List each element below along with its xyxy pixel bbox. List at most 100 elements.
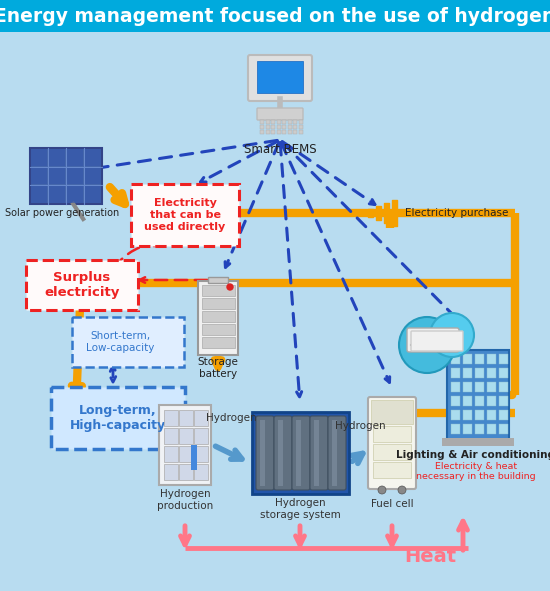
FancyBboxPatch shape [296,420,301,486]
FancyBboxPatch shape [31,149,47,165]
FancyBboxPatch shape [260,125,264,128]
FancyBboxPatch shape [72,317,184,367]
FancyBboxPatch shape [475,368,484,378]
FancyBboxPatch shape [451,424,460,434]
FancyBboxPatch shape [475,424,484,434]
FancyBboxPatch shape [447,350,509,440]
FancyBboxPatch shape [499,410,508,420]
FancyBboxPatch shape [208,277,228,283]
FancyBboxPatch shape [271,125,275,128]
FancyBboxPatch shape [487,368,496,378]
FancyBboxPatch shape [85,186,101,203]
FancyBboxPatch shape [451,368,460,378]
FancyBboxPatch shape [475,354,484,364]
FancyBboxPatch shape [293,120,297,124]
FancyBboxPatch shape [266,125,270,128]
FancyBboxPatch shape [49,149,65,165]
FancyBboxPatch shape [463,382,472,392]
FancyBboxPatch shape [260,130,264,134]
FancyBboxPatch shape [201,284,234,296]
FancyBboxPatch shape [67,149,83,165]
FancyBboxPatch shape [451,410,460,420]
FancyBboxPatch shape [282,125,286,128]
Text: Hydrogen: Hydrogen [206,413,256,423]
FancyBboxPatch shape [411,331,463,351]
FancyBboxPatch shape [451,396,460,406]
FancyBboxPatch shape [163,427,178,443]
FancyBboxPatch shape [282,120,286,124]
Text: Surplus
electricity: Surplus electricity [45,271,120,299]
FancyBboxPatch shape [201,323,234,335]
FancyBboxPatch shape [487,354,496,364]
FancyBboxPatch shape [49,186,65,203]
FancyBboxPatch shape [487,424,496,434]
FancyBboxPatch shape [179,446,192,462]
Text: Heat: Heat [404,547,456,566]
FancyBboxPatch shape [163,446,178,462]
FancyBboxPatch shape [257,108,303,120]
FancyBboxPatch shape [299,130,303,134]
FancyBboxPatch shape [163,463,178,479]
FancyBboxPatch shape [499,368,508,378]
FancyBboxPatch shape [252,412,349,494]
FancyBboxPatch shape [26,260,138,310]
Text: Short-term,
Low-capacity: Short-term, Low-capacity [86,331,154,353]
Circle shape [398,486,406,494]
FancyBboxPatch shape [442,438,514,446]
FancyBboxPatch shape [179,427,192,443]
FancyBboxPatch shape [371,400,413,424]
FancyBboxPatch shape [463,424,472,434]
FancyBboxPatch shape [31,186,47,203]
Text: Storage
battery: Storage battery [197,357,239,379]
FancyBboxPatch shape [179,463,192,479]
FancyBboxPatch shape [131,184,239,246]
FancyBboxPatch shape [179,410,192,426]
FancyBboxPatch shape [314,420,319,486]
Text: Hydrogen
production: Hydrogen production [157,489,213,511]
FancyBboxPatch shape [407,328,459,352]
Text: Electricity purchase: Electricity purchase [405,208,508,218]
FancyBboxPatch shape [487,382,496,392]
Text: Long-term,
High-capacity: Long-term, High-capacity [70,404,166,432]
FancyBboxPatch shape [274,416,292,490]
FancyBboxPatch shape [266,130,270,134]
Text: Electricity
that can be
used directly: Electricity that can be used directly [144,199,225,232]
FancyBboxPatch shape [475,396,484,406]
FancyBboxPatch shape [368,397,416,489]
FancyBboxPatch shape [248,55,312,101]
FancyBboxPatch shape [288,125,292,128]
Text: Smart BEMS: Smart BEMS [244,143,316,156]
FancyBboxPatch shape [277,120,280,124]
FancyBboxPatch shape [463,396,472,406]
Circle shape [378,486,386,494]
FancyBboxPatch shape [49,168,65,184]
FancyBboxPatch shape [277,130,280,134]
FancyBboxPatch shape [373,426,411,442]
FancyBboxPatch shape [299,125,303,128]
FancyBboxPatch shape [67,186,83,203]
FancyBboxPatch shape [463,368,472,378]
FancyBboxPatch shape [373,444,411,460]
Text: Hydrogen
storage system: Hydrogen storage system [260,498,340,519]
FancyBboxPatch shape [373,462,411,478]
FancyBboxPatch shape [85,149,101,165]
FancyBboxPatch shape [266,120,270,124]
FancyBboxPatch shape [278,420,283,486]
FancyBboxPatch shape [277,125,280,128]
FancyBboxPatch shape [0,0,550,32]
FancyBboxPatch shape [451,382,460,392]
FancyBboxPatch shape [475,410,484,420]
Text: Solar power generation: Solar power generation [5,208,119,218]
FancyBboxPatch shape [271,120,275,124]
FancyBboxPatch shape [201,310,234,322]
Text: Electricity & heat
necessary in the building: Electricity & heat necessary in the buil… [416,462,536,482]
FancyBboxPatch shape [293,130,297,134]
Circle shape [227,284,233,290]
FancyBboxPatch shape [260,420,265,486]
FancyBboxPatch shape [310,416,328,490]
FancyBboxPatch shape [194,427,207,443]
FancyBboxPatch shape [292,416,310,490]
FancyBboxPatch shape [67,168,83,184]
FancyBboxPatch shape [487,396,496,406]
Text: Hydrogen: Hydrogen [335,421,386,431]
